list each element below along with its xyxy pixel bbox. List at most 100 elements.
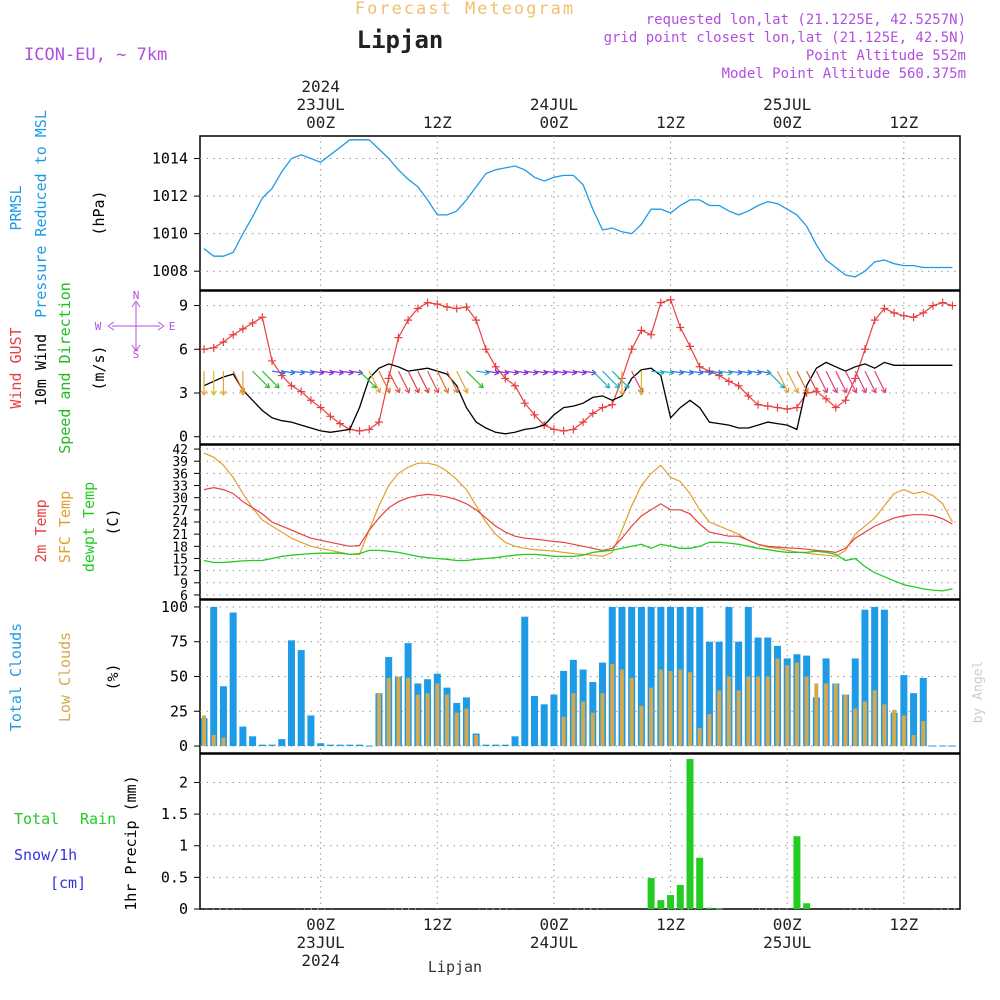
low-cloud-bar (415, 694, 420, 747)
gust-marker (326, 412, 335, 421)
gust-marker (384, 374, 393, 383)
bottom-time-label: 12Z (423, 915, 452, 934)
gust-marker (549, 425, 558, 434)
y-tick-label: 1012 (152, 187, 188, 205)
gust-marker (530, 410, 539, 419)
y-tick-label: 12 (172, 565, 188, 580)
top-time-label: 00Z (773, 113, 802, 132)
wind-arrow-head (783, 387, 790, 394)
y-tick-label: 36 (172, 467, 188, 482)
gust-marker (462, 303, 471, 312)
gust-marker (306, 396, 315, 405)
low-cloud-bar (882, 704, 887, 747)
gust-marker (880, 304, 889, 313)
wind-direction-arrow (397, 370, 410, 394)
low-cloud-bar (785, 665, 790, 747)
wind-arrow-head (375, 387, 382, 394)
precip-bar (793, 836, 801, 909)
low-cloud-bar (600, 693, 605, 747)
y-tick-label: 1 (179, 837, 188, 855)
low-cloud-bar (435, 683, 440, 747)
pressure-label-2: Pressure Reduced to MSL (32, 110, 50, 318)
y-tick-label: 30 (172, 492, 188, 507)
wind-arrow-head (414, 387, 420, 394)
temperature-plot (203, 452, 953, 592)
wind-direction-arrow (456, 370, 469, 394)
precip-bar (647, 878, 655, 909)
total-cloud-bar (530, 695, 538, 747)
wind-direction-arrow (388, 370, 401, 394)
compass-e: E (169, 320, 176, 333)
total-cloud-bar (540, 704, 548, 747)
gust-marker (248, 319, 257, 328)
bottom-time-label: 23JUL (297, 933, 345, 952)
wind-arrow-head (239, 390, 246, 396)
gust-marker (579, 418, 588, 427)
wind-direction-arrow (592, 370, 611, 389)
y-tick-label: 9 (180, 577, 188, 592)
wind-direction-arrow (709, 370, 723, 374)
top-time-label: 23JUL (297, 95, 345, 114)
low-cloud-bar (619, 669, 624, 747)
low-cloud-bar (794, 662, 799, 747)
y-tick-label: 6 (180, 589, 188, 604)
y-tick-label: 0.5 (161, 868, 188, 886)
wind-arrow-head (200, 390, 208, 396)
wind-arrow-head (861, 387, 868, 394)
wind-direction-arrow (719, 370, 733, 374)
precip-bar (686, 759, 694, 909)
gust-line (203, 298, 953, 432)
low-cloud-bar (804, 676, 809, 747)
low-cloud-bar (678, 669, 683, 747)
low-cloud-bar (901, 715, 906, 747)
low-clouds-label: Low Clouds (56, 632, 74, 722)
low-cloud-bar (775, 658, 780, 747)
gust-marker (472, 316, 481, 325)
wind-speed-dir-label: Speed and Direction (56, 282, 74, 454)
grid-lines (200, 136, 960, 910)
wind-direction-arrow (835, 370, 848, 394)
sfc-temp-line (203, 452, 953, 558)
wind-direction-arrow (291, 370, 305, 374)
wind-direction-arrow (368, 370, 381, 394)
gust-marker (929, 301, 937, 310)
footer-location: Lipjan (428, 958, 482, 976)
wind-direction-arrow (466, 370, 484, 389)
wind-arrow-head (394, 387, 401, 394)
low-cloud-bar (843, 694, 848, 747)
wind-arrow-head (462, 387, 469, 394)
wind-arrow-head (842, 387, 848, 394)
total-cloud-bar (317, 743, 325, 747)
gust-marker (783, 405, 792, 414)
compass-n: N (133, 289, 140, 302)
gust-marker (860, 345, 869, 354)
low-cloud-bar (221, 737, 226, 747)
dewpt-label: dewpt Temp (80, 482, 98, 572)
wind-arrow-head (220, 390, 227, 396)
gust-marker (792, 403, 801, 412)
bottom-time-label: 25JUL (763, 933, 811, 952)
gust-marker (481, 345, 490, 354)
low-cloud-bar (639, 705, 644, 747)
gust-marker (200, 345, 208, 354)
wind-arrow-head (453, 387, 459, 394)
total-cloud-bar (249, 736, 257, 747)
wind-direction-arrow (844, 370, 857, 394)
total-cloud-bar (307, 715, 315, 747)
y-tick-label: 1.5 (161, 805, 188, 823)
wind-plot (200, 295, 957, 435)
wind-arrow-head (433, 387, 440, 394)
wind-direction-arrow (301, 370, 315, 374)
gust-marker (258, 313, 267, 322)
grid-point-coords: grid point closest lon,lat (21.125E, 42.… (604, 30, 966, 46)
y-tick-label: 15 (172, 552, 188, 567)
gust-marker (890, 308, 899, 317)
gust-marker (841, 396, 850, 405)
total-cloud-bar (482, 744, 490, 747)
low-cloud-bar (425, 693, 430, 747)
wind-direction-arrow (320, 370, 334, 374)
gust-marker (656, 298, 665, 307)
low-cloud-bar (824, 683, 829, 747)
wind-arrow-head (822, 387, 829, 394)
wind-direction-arrow (505, 370, 519, 374)
